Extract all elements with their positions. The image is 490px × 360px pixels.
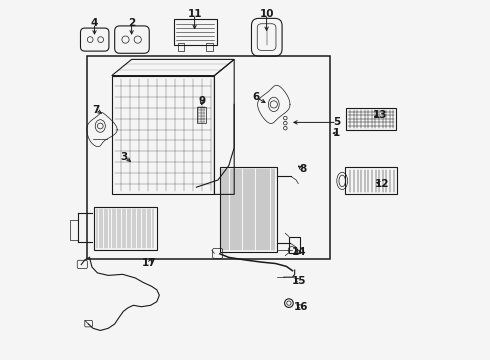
Text: 12: 12 [374,179,389,189]
Bar [197,107,206,123]
Text: 15: 15 [292,276,306,286]
Text: 14: 14 [292,247,306,257]
Text: 13: 13 [373,110,387,120]
Bar [345,167,397,194]
Text: 17: 17 [142,258,157,268]
Text: 6: 6 [252,92,259,102]
Text: 2: 2 [128,18,135,28]
Text: 9: 9 [198,96,205,106]
Text: 16: 16 [294,302,308,312]
Text: 8: 8 [299,164,306,174]
Text: 1: 1 [333,128,341,138]
Text: 11: 11 [187,9,202,19]
Bar [289,237,300,253]
Bar [71,220,78,240]
Bar [112,76,215,194]
Text: 5: 5 [333,117,341,127]
Text: 7: 7 [92,105,99,115]
Bar [174,19,217,45]
Text: 10: 10 [259,9,274,19]
Bar [94,207,157,250]
Bar [220,167,277,252]
Text: 4: 4 [91,18,98,28]
Text: 3: 3 [121,152,128,162]
Bar [178,43,184,51]
Bar [206,43,213,51]
Bar [87,56,330,259]
Bar [346,108,396,130]
